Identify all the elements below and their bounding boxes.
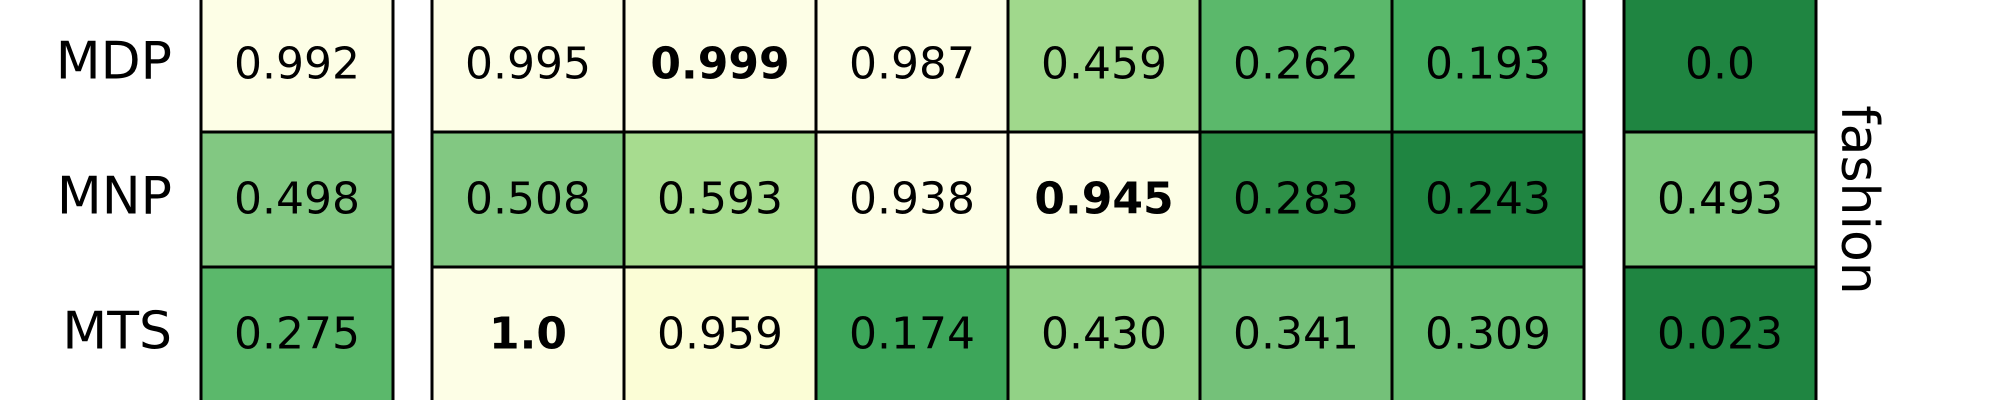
heatmap-cell [199, 265, 395, 400]
heatmap-cells: 0.992 0.498 0.275 0.995 0.999 0.987 0.459 0.262… [199, 0, 1818, 400]
heatmap-cell [199, 0, 395, 134]
cell-value-label: 0.193 [1425, 39, 1551, 90]
heatmap-cell [1006, 130, 1202, 269]
heatmap-cell [814, 130, 1010, 269]
heatmap-cell [1006, 0, 1202, 134]
cell-value-label: 0.508 [465, 174, 591, 225]
heatmap-cell [1622, 130, 1818, 269]
heatmap-cell [1622, 0, 1818, 134]
cell-value-label: 0.945 [1034, 174, 1173, 225]
cell-value-label: 1.0 [489, 309, 567, 360]
heatmap-cell [1198, 0, 1394, 134]
cell-value-label: 0.243 [1425, 174, 1551, 225]
cell-value-label: 0.987 [849, 39, 975, 90]
heatmap-cell [1390, 130, 1586, 269]
heatmap-cell [430, 0, 626, 134]
cell-value-label: 0.174 [849, 309, 975, 360]
row-label-mnp: MNP [57, 167, 172, 227]
cell-value-label: 0.498 [234, 174, 360, 225]
cell-value-label: 0.999 [650, 39, 789, 90]
cell-value-label: 0.341 [1233, 309, 1359, 360]
cell-value-label: 0.262 [1233, 39, 1359, 90]
cell-value-label: 0.0 [1685, 39, 1755, 90]
heatmap-cell [430, 265, 626, 400]
heatmap-cell [430, 130, 626, 269]
cell-value-label: 0.283 [1233, 174, 1359, 225]
row-label-mts: MTS [62, 302, 172, 362]
cell-value-label: 0.995 [465, 39, 591, 90]
row-labels: MDP MNP MTS [56, 32, 172, 362]
heatmap-cell [1390, 0, 1586, 134]
heatmap-cell [1198, 130, 1394, 269]
cell-value-label: 0.430 [1041, 309, 1167, 360]
heatmap-cell [1390, 265, 1586, 400]
cell-value-label: 0.493 [1657, 174, 1783, 225]
heatmap-cell [1622, 265, 1818, 400]
cell-value-label: 0.938 [849, 174, 975, 225]
cell-value-label: 0.023 [1657, 309, 1783, 360]
row-label-mdp: MDP [56, 32, 172, 92]
cell-value-label: 0.593 [657, 174, 783, 225]
heatmap-cell [814, 265, 1010, 400]
heatmap-cell [199, 130, 395, 269]
cell-value-label: 0.992 [234, 39, 360, 90]
heatmap-cell [1006, 265, 1202, 400]
heatmap-cell [622, 265, 818, 400]
heatmap-cell [1198, 265, 1394, 400]
side-label: fashion [1829, 105, 1889, 294]
cell-value-label: 0.459 [1041, 39, 1167, 90]
cell-value-label: 0.275 [234, 309, 360, 360]
cell-value-label: 0.959 [657, 309, 783, 360]
cell-value-label: 0.309 [1425, 309, 1551, 360]
